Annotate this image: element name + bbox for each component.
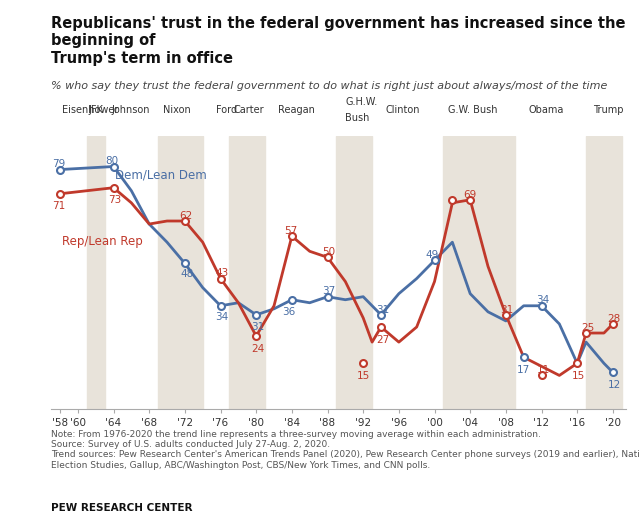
Text: Note: From 1976-2020 the trend line represents a three-survey moving average wit: Note: From 1976-2020 the trend line repr…	[51, 430, 639, 470]
Text: 15: 15	[357, 371, 370, 381]
Text: 31: 31	[251, 322, 265, 332]
Text: JFK: JFK	[89, 105, 104, 115]
Text: 49: 49	[425, 250, 438, 260]
Text: 62: 62	[180, 211, 193, 221]
Text: 17: 17	[517, 365, 530, 375]
Text: Bush: Bush	[345, 113, 370, 123]
Text: PEW RESEARCH CENTER: PEW RESEARCH CENTER	[51, 503, 192, 513]
Text: Clinton: Clinton	[385, 105, 420, 115]
Text: Trump: Trump	[593, 105, 624, 115]
Text: 31: 31	[376, 304, 390, 314]
Bar	[337, 136, 372, 409]
Text: Republicans' trust in the federal government has increased since the beginning o: Republicans' trust in the federal govern…	[51, 16, 626, 66]
Text: 12: 12	[608, 380, 621, 390]
Text: Obama: Obama	[528, 105, 564, 115]
Text: 37: 37	[322, 287, 335, 297]
Bar	[443, 136, 515, 409]
Text: 28: 28	[608, 314, 621, 324]
Bar	[87, 136, 105, 409]
Bar	[158, 136, 203, 409]
Text: Dem/Lean Dem: Dem/Lean Dem	[115, 169, 207, 182]
Bar	[586, 136, 622, 409]
Text: 27: 27	[376, 335, 389, 345]
Text: G.W. Bush: G.W. Bush	[448, 105, 497, 115]
Text: 43: 43	[215, 268, 229, 278]
Text: 25: 25	[581, 323, 594, 333]
Text: 79: 79	[52, 159, 65, 169]
Text: Rep/Lean Rep: Rep/Lean Rep	[62, 235, 142, 248]
Text: Ford: Ford	[216, 105, 237, 115]
Text: 11: 11	[536, 365, 550, 375]
Text: 15: 15	[572, 371, 585, 381]
Text: 48: 48	[180, 269, 194, 279]
Text: 80: 80	[105, 156, 119, 166]
Text: Eisenhower: Eisenhower	[62, 105, 118, 115]
Text: 34: 34	[536, 296, 550, 305]
Text: 36: 36	[282, 308, 296, 318]
Text: 57: 57	[284, 226, 297, 236]
Text: 71: 71	[52, 202, 65, 212]
Text: G.H.W.: G.H.W.	[345, 97, 378, 107]
Text: 50: 50	[323, 247, 335, 257]
Text: % who say they trust the federal government to do what is right just about alway: % who say they trust the federal governm…	[51, 81, 608, 91]
Text: Carter: Carter	[234, 105, 265, 115]
Text: 34: 34	[215, 312, 229, 322]
Bar	[229, 136, 265, 409]
Text: 69: 69	[463, 190, 476, 200]
Text: 24: 24	[251, 344, 265, 354]
Text: Johnson: Johnson	[112, 105, 150, 115]
Text: 73: 73	[109, 195, 121, 205]
Text: Reagan: Reagan	[279, 105, 316, 115]
Text: Nixon: Nixon	[162, 105, 190, 115]
Text: 31: 31	[500, 304, 514, 314]
